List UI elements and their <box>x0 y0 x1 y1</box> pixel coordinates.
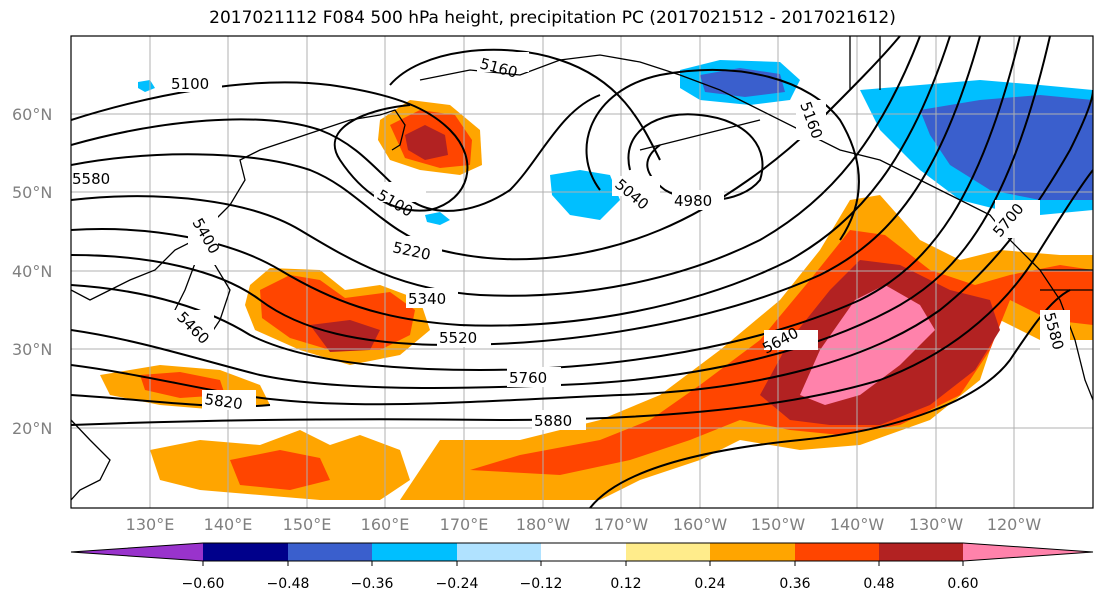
lat-label-30n: 30°N <box>12 340 52 359</box>
lon-label-180w: 180°W <box>516 515 571 534</box>
colorbar-segment <box>963 543 1093 561</box>
colorbar-tick-label: 0.48 <box>863 576 894 592</box>
contour-label-5580-edge: 5580 <box>72 170 110 188</box>
colorbar-tick-label: −0.24 <box>436 576 479 592</box>
contour-label-4980: 4980 <box>674 192 712 210</box>
colorbar-segment <box>710 543 795 561</box>
coastlines <box>71 36 1093 501</box>
colorbar-tick-label: 0.36 <box>779 576 810 592</box>
colorbar-tick-label: −0.48 <box>267 576 310 592</box>
lon-label-130w: 130°W <box>909 515 964 534</box>
lon-label-120w: 120°W <box>987 515 1042 534</box>
lon-label-130e: 130°E <box>126 515 175 534</box>
contour-label-5820: 5820 <box>203 390 243 413</box>
lon-label-150e: 150°E <box>283 515 332 534</box>
colorbar-segment <box>372 543 457 561</box>
lon-label-160w: 160°W <box>673 515 728 534</box>
contour-label-5340: 5340 <box>408 290 446 308</box>
colorbar-tick-label: 0.12 <box>610 576 641 592</box>
colorbar-segment <box>457 543 541 561</box>
longitude-labels: 130°E 140°E 150°E 160°E 170°E 180°W 170°… <box>126 515 1042 534</box>
colorbar-tick-label: 0.60 <box>947 576 978 592</box>
colorbar-segment <box>71 543 203 561</box>
colorbar-tick-label: 0.24 <box>694 576 725 592</box>
colorbar-segment <box>541 543 626 561</box>
graticule <box>71 36 1093 508</box>
precip-positive-okhotsk <box>378 100 482 175</box>
contour-labels: 5100 5160 5100 4980 5040 5160 5220 5340 … <box>71 52 1070 430</box>
lat-label-20n: 20°N <box>12 419 52 438</box>
contour-label-5520: 5520 <box>439 329 477 347</box>
lon-label-140w: 140°W <box>830 515 885 534</box>
lon-label-170e: 170°E <box>440 515 489 534</box>
contour-label-5880: 5880 <box>534 412 572 430</box>
colorbar-segment <box>879 543 963 561</box>
colorbar-segment <box>203 543 288 561</box>
lon-label-170w: 170°W <box>594 515 649 534</box>
map-title: 2017021112 F084 500 hPa height, precipit… <box>209 8 896 28</box>
latitude-labels: 60°N 50°N 40°N 30°N 20°N <box>12 105 52 438</box>
colorbar-tick-label: −0.12 <box>520 576 563 592</box>
lat-label-60n: 60°N <box>12 105 52 124</box>
precip-negative-bering <box>138 80 620 225</box>
map-frame <box>70 35 1094 509</box>
colorbar-segment <box>626 543 710 561</box>
lon-label-160e: 160°E <box>361 515 410 534</box>
colorbar-segment <box>288 543 372 561</box>
lon-label-150w: 150°W <box>751 515 806 534</box>
lat-label-40n: 40°N <box>12 262 52 281</box>
colorbar-tick-label: −0.60 <box>182 576 225 592</box>
contour-label-5760: 5760 <box>509 369 547 387</box>
contour-label-5100-a: 5100 <box>171 75 209 93</box>
lat-label-50n: 50°N <box>12 183 52 202</box>
colorbar: −0.60 −0.48 −0.36 −0.24 −0.12 0.12 0.24 0.36 0.4… <box>70 542 1094 592</box>
colorbar-segment <box>795 543 879 561</box>
lon-label-140e: 140°E <box>204 515 253 534</box>
colorbar-tick-label: −0.36 <box>351 576 394 592</box>
